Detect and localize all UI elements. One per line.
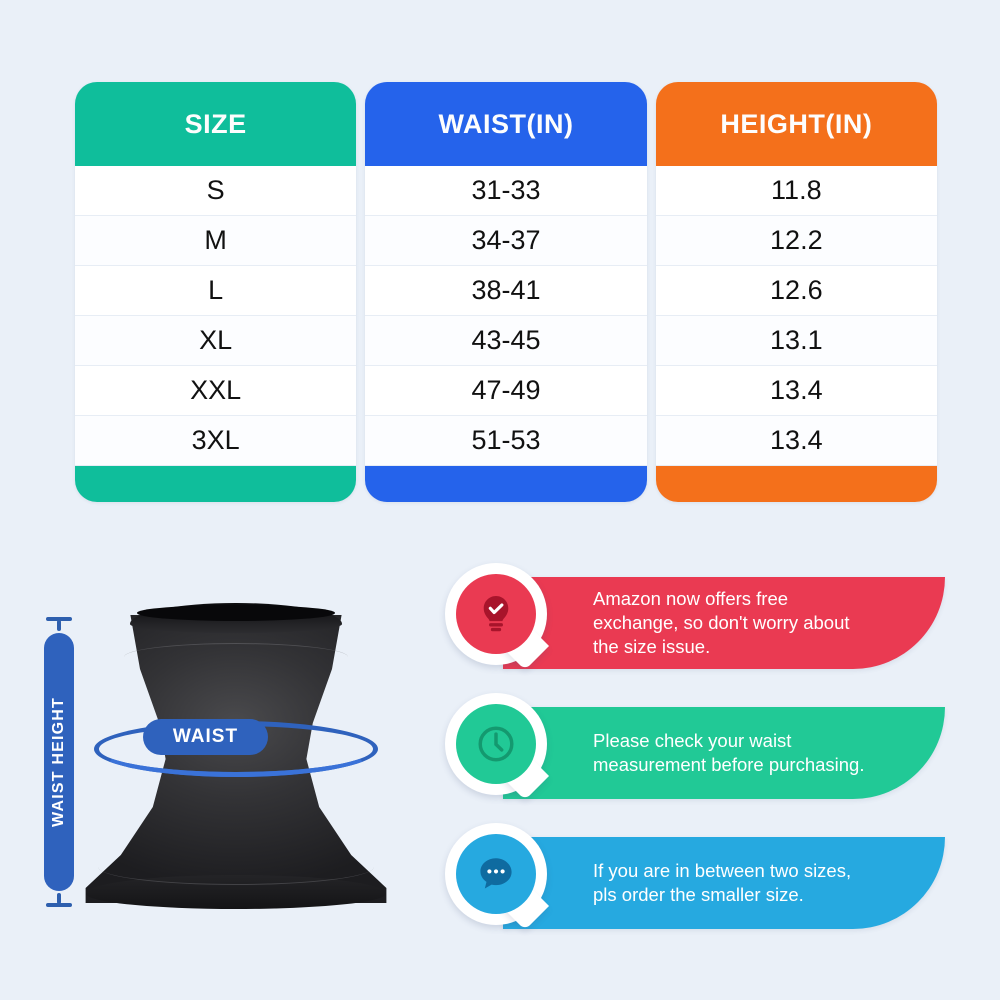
table-cell: 13.4 bbox=[655, 416, 937, 466]
measure-cap-top-icon bbox=[46, 617, 72, 631]
table-column-height: HEIGHT(IN) 11.8 12.2 12.6 13.1 13.4 13.4 bbox=[655, 82, 937, 502]
callout-text: Please check your waist measurement befo… bbox=[593, 730, 865, 775]
column-body-waist: 31-33 34-37 38-41 43-45 47-49 51-53 bbox=[365, 166, 647, 466]
table-cell: 51-53 bbox=[365, 416, 647, 466]
column-header-height: HEIGHT(IN) bbox=[655, 82, 937, 166]
callout-banner: If you are in between two sizes, pls ord… bbox=[503, 837, 945, 929]
clock-icon bbox=[456, 704, 536, 784]
belt-seam-bottom bbox=[98, 867, 374, 885]
waist-label: WAIST bbox=[143, 719, 268, 755]
callout-exchange: Amazon now offers free exchange, so don'… bbox=[445, 563, 945, 681]
callout-text: If you are in between two sizes, pls ord… bbox=[593, 860, 852, 905]
callout-badge bbox=[445, 563, 550, 671]
lightbulb-check-icon bbox=[456, 574, 536, 654]
measure-cap-bottom-icon bbox=[46, 893, 72, 907]
table-cell: M bbox=[75, 216, 357, 266]
table-cell: 34-37 bbox=[365, 216, 647, 266]
waist-trainer-belt: WAIST bbox=[76, 603, 396, 909]
column-body-size: S M L XL XXL 3XL bbox=[75, 166, 357, 466]
size-chart-table: SIZE S M L XL XXL 3XL WAIST(IN) 31-33 34… bbox=[75, 82, 937, 502]
chat-bubble-dots-icon bbox=[456, 834, 536, 914]
waist-height-label: WAIST HEIGHT bbox=[44, 633, 74, 891]
callout-banner: Amazon now offers free exchange, so don'… bbox=[503, 577, 945, 669]
table-cell: S bbox=[75, 166, 357, 216]
waist-height-measure: WAIST HEIGHT bbox=[42, 617, 76, 907]
table-cell: XL bbox=[75, 316, 357, 366]
waist-label-text: WAIST bbox=[172, 726, 239, 747]
callout-badge bbox=[445, 823, 550, 931]
belt-top-opening bbox=[136, 605, 336, 621]
table-column-waist: WAIST(IN) 31-33 34-37 38-41 43-45 47-49 … bbox=[365, 82, 647, 502]
belt-seam-top bbox=[124, 643, 348, 657]
callout-measure: Please check your waist measurement befo… bbox=[445, 693, 945, 811]
table-cell: 43-45 bbox=[365, 316, 647, 366]
table-cell: 47-49 bbox=[365, 366, 647, 416]
callout-badge bbox=[445, 693, 550, 801]
table-cell: 31-33 bbox=[365, 166, 647, 216]
product-illustration: WAIST HEIGHT WAIST bbox=[20, 575, 430, 985]
column-header-waist: WAIST(IN) bbox=[365, 82, 647, 166]
waist-height-label-text: WAIST HEIGHT bbox=[50, 697, 67, 827]
table-cell: 12.6 bbox=[655, 266, 937, 316]
table-column-size: SIZE S M L XL XXL 3XL bbox=[75, 82, 357, 502]
table-cell: L bbox=[75, 266, 357, 316]
table-cell: XXL bbox=[75, 366, 357, 416]
column-header-size: SIZE bbox=[75, 82, 357, 166]
table-cell: 13.4 bbox=[655, 366, 937, 416]
callout-between-sizes: If you are in between two sizes, pls ord… bbox=[445, 823, 945, 941]
callout-text: Amazon now offers free exchange, so don'… bbox=[593, 588, 850, 657]
table-cell: 13.1 bbox=[655, 316, 937, 366]
table-cell: 3XL bbox=[75, 416, 357, 466]
table-cell: 38-41 bbox=[365, 266, 647, 316]
table-cell: 11.8 bbox=[655, 166, 937, 216]
column-footer-waist bbox=[365, 466, 647, 502]
table-cell: 12.2 bbox=[655, 216, 937, 266]
column-footer-size bbox=[75, 466, 357, 502]
column-body-height: 11.8 12.2 12.6 13.1 13.4 13.4 bbox=[655, 166, 937, 466]
column-footer-height bbox=[655, 466, 937, 502]
callout-banner: Please check your waist measurement befo… bbox=[503, 707, 945, 799]
waist-measure-ring-front bbox=[94, 721, 378, 777]
